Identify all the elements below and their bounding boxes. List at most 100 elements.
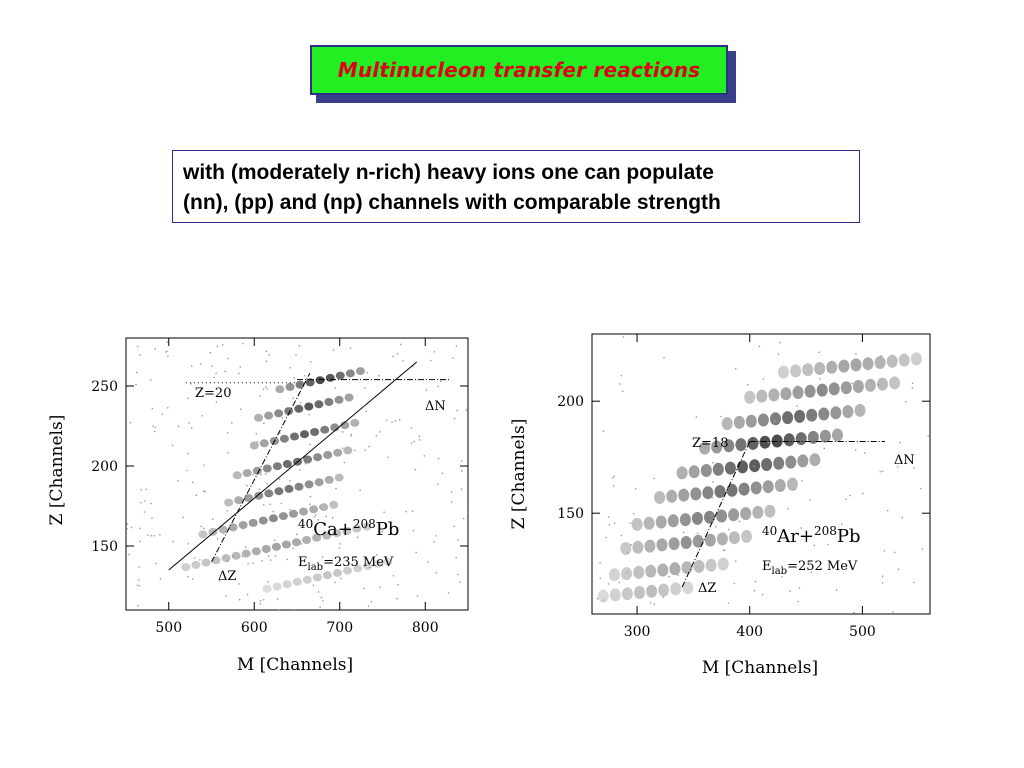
noise-dot: [151, 517, 153, 519]
ridge-blob: [284, 407, 294, 416]
reaction-label: 40Ca+208Pb: [298, 517, 399, 540]
noise-dot: [126, 523, 128, 525]
ridge-blob: [261, 545, 271, 553]
ridge-blob: [335, 371, 345, 380]
noise-dot: [819, 378, 821, 380]
noise-dot: [433, 351, 436, 353]
noise-dot: [154, 426, 157, 429]
ridge-blob: [680, 536, 692, 549]
ridge-blob: [634, 586, 645, 599]
noise-dot: [437, 385, 439, 388]
noise-dot: [635, 488, 637, 490]
ridge-blob: [355, 367, 365, 376]
noise-dot: [862, 492, 864, 495]
noise-dot: [319, 606, 321, 608]
ridge-blob: [333, 448, 343, 457]
noise-dot: [619, 383, 621, 385]
noise-dot: [280, 502, 283, 505]
noise-dot: [266, 388, 268, 390]
noise-dot: [246, 593, 249, 596]
noise-dot: [738, 520, 741, 523]
noise-dot: [247, 562, 249, 565]
noise-dot: [182, 516, 184, 518]
ridge-blob: [807, 430, 819, 444]
noise-dot: [396, 353, 399, 355]
noise-dot: [767, 441, 770, 444]
ridge-blob: [313, 453, 323, 462]
noise-dot: [457, 539, 459, 541]
ridge-blob: [644, 539, 656, 553]
noise-dot: [272, 510, 274, 513]
noise-dot: [264, 473, 267, 475]
noise-dot: [226, 452, 229, 454]
noise-dot: [397, 584, 399, 586]
ridge-blob: [303, 455, 313, 464]
noise-dot: [710, 515, 713, 517]
x-tick-label: 500: [849, 624, 876, 640]
noise-dot: [161, 413, 163, 415]
delta-z-label: ΔZ: [698, 581, 716, 596]
ridge-blob: [645, 564, 657, 578]
ridge-blob: [274, 487, 284, 496]
noise-dot: [376, 554, 378, 556]
ridge-blob: [322, 571, 332, 580]
noise-dot: [315, 514, 317, 516]
ridge-blob: [302, 575, 312, 584]
noise-dot: [727, 602, 730, 604]
noise-dot: [354, 449, 356, 452]
ridge-blob: [690, 487, 702, 501]
noise-dot: [412, 529, 415, 532]
ridge-0: [262, 557, 393, 593]
noise-dot: [292, 397, 294, 399]
noise-dot: [215, 372, 217, 375]
noise-dot: [841, 523, 843, 525]
noise-dot: [218, 580, 221, 582]
noise-dot: [166, 350, 168, 353]
noise-dot: [622, 336, 625, 338]
ridge-blob: [771, 434, 783, 448]
noise-dot: [240, 408, 242, 410]
ridge-blob: [334, 473, 344, 482]
noise: [126, 341, 468, 610]
x-tick-label: 700: [326, 620, 353, 636]
noise-dot: [300, 401, 302, 404]
ridge-blob: [312, 573, 322, 582]
ridge-blob: [721, 417, 733, 431]
noise-dot: [321, 556, 324, 558]
ridge-blob: [309, 505, 319, 514]
noise-dot: [921, 548, 924, 550]
noise-dot: [212, 518, 214, 520]
noise-dot: [256, 441, 259, 443]
ridge-blob: [241, 549, 251, 558]
noise-dot: [608, 524, 611, 526]
ridge-blob: [272, 582, 282, 591]
ridge-blob: [325, 373, 335, 382]
ridge-4: [232, 446, 353, 480]
ridge-blob: [886, 354, 898, 368]
noise-dot: [322, 600, 324, 602]
noise-dot: [720, 415, 722, 418]
noise-dot: [363, 587, 365, 590]
ridge-blob: [343, 446, 353, 455]
ridge-blob: [735, 438, 747, 452]
noise-dot: [777, 353, 780, 355]
noise-dot: [613, 475, 615, 477]
ridge-blob: [726, 483, 738, 497]
ridge-blob: [724, 461, 736, 475]
noise-dot: [172, 540, 174, 543]
ridge-blob: [292, 577, 302, 586]
noise-dot: [258, 488, 261, 491]
ridge-blob: [826, 360, 838, 374]
noise-dot: [317, 591, 320, 593]
ridge-blob: [712, 462, 724, 476]
x-tick-label: 500: [155, 620, 182, 636]
noise-dot: [303, 375, 306, 377]
noise-dot: [920, 487, 922, 490]
ridge-blob: [322, 531, 332, 540]
noise-dot: [460, 488, 463, 490]
ridge-blob: [764, 504, 776, 518]
noise-dot: [342, 431, 344, 433]
noise-dot: [226, 510, 228, 512]
plot-area: 300 400 500 150 200 M [Channels] Z [Channels] Z…: [510, 333, 931, 678]
noise-dot: [629, 522, 632, 524]
